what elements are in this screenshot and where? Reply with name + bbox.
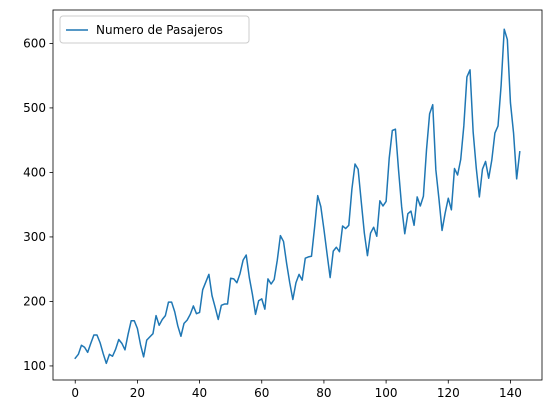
x-tick-label: 120 [437, 386, 460, 400]
legend-label: Numero de Pasajeros [96, 23, 223, 37]
legend-box [59, 15, 250, 44]
x-tick-label: 0 [71, 386, 79, 400]
y-axis-ticks: 100 200 300 400 500 600 [23, 36, 53, 373]
x-tick-label: 60 [254, 386, 269, 400]
y-tick-label: 500 [23, 101, 46, 115]
y-tick-label: 100 [23, 359, 46, 373]
x-tick-label: 20 [130, 386, 145, 400]
x-tick-label: 140 [499, 386, 522, 400]
y-tick-label: 600 [23, 36, 46, 50]
x-tick-label: 80 [316, 386, 331, 400]
legend: Numero de Pasajeros [59, 15, 250, 44]
y-tick-label: 400 [23, 165, 46, 179]
y-tick-label: 300 [23, 230, 46, 244]
plot-frame [52, 9, 543, 381]
x-tick-label: 100 [375, 386, 398, 400]
x-tick-label: 40 [192, 386, 207, 400]
y-tick-label: 200 [23, 294, 46, 308]
x-axis-ticks: 0 20 40 60 80 100 120 140 [71, 380, 522, 400]
series-line-numero-de-pasajeros [74, 28, 521, 365]
